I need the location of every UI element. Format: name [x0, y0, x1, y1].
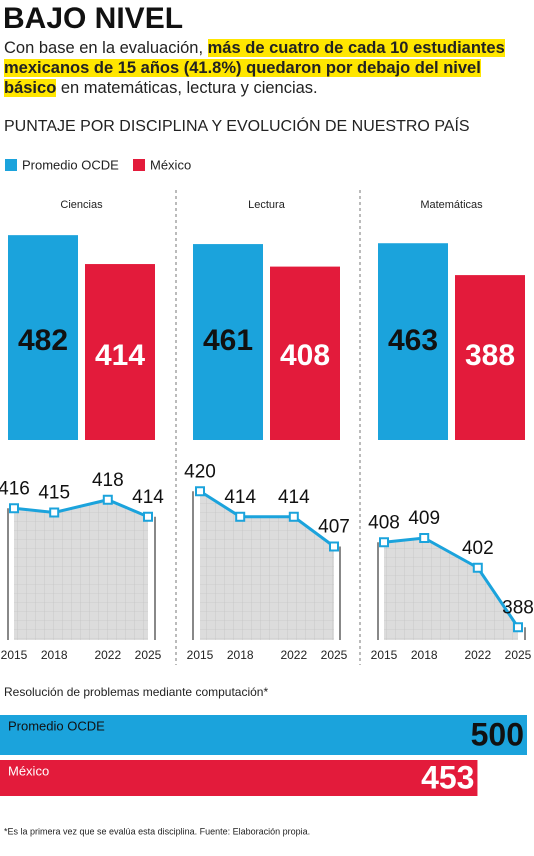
point [195, 486, 205, 497]
value-label: 414 [224, 487, 256, 508]
bar [8, 235, 78, 440]
x-tick-label: 2015 [1, 648, 28, 662]
value-label: 408 [368, 512, 400, 533]
x-tick-label: 2018 [411, 648, 438, 662]
bar [0, 715, 527, 755]
value-label: 402 [462, 538, 494, 559]
value-label: 409 [408, 508, 440, 529]
x-tick-label: 2025 [505, 648, 532, 662]
value-label: 408 [280, 339, 330, 372]
bar [378, 243, 448, 440]
value-label: 415 [38, 483, 70, 504]
chart-title: Resolución de problemas mediante computa… [4, 685, 268, 699]
bar [270, 266, 340, 440]
point [235, 511, 246, 522]
value-label: 418 [92, 470, 124, 491]
value-label: 500 [471, 716, 524, 752]
title: BAJO NIVEL [3, 2, 183, 35]
category-label: México [8, 763, 49, 778]
bar [455, 275, 525, 440]
point [288, 511, 299, 522]
point [419, 533, 430, 543]
bar [0, 760, 478, 796]
footnote: *Es la primera vez que se evalúa esta di… [4, 826, 310, 836]
value-label: 414 [278, 487, 310, 508]
bar [193, 244, 263, 440]
x-tick-label: 2018 [41, 648, 68, 662]
point [472, 562, 483, 573]
point [143, 511, 153, 522]
value-label: 420 [184, 461, 216, 482]
value-label: 388 [502, 597, 534, 618]
line [199, 489, 335, 548]
x-tick-label: 2022 [464, 648, 491, 662]
x-tick-label: 2022 [280, 648, 307, 662]
value-label: 416 [0, 478, 30, 499]
value-label: 482 [18, 324, 68, 357]
intro-text: en matemáticas, lectura y ciencias. [56, 79, 318, 97]
intro-text: Con base en la evaluación, [4, 39, 208, 57]
area [384, 538, 518, 640]
x-tick-label: 2015 [187, 648, 214, 662]
line [383, 536, 520, 629]
value-label: 414 [132, 487, 164, 508]
point [9, 503, 19, 514]
category-label: Promedio OCDE [8, 718, 105, 733]
area [200, 491, 334, 640]
value-label: 407 [318, 517, 350, 538]
point [513, 622, 523, 633]
category-label: Ciencias [60, 199, 103, 211]
point [49, 507, 60, 518]
x-tick-label: 2025 [135, 648, 162, 662]
legend-label: México [150, 157, 191, 172]
category-label: Matemáticas [420, 199, 483, 211]
value-label: 414 [95, 339, 145, 372]
x-tick-label: 2018 [227, 648, 254, 662]
legend-swatch [133, 159, 145, 171]
legend-label: Promedio OCDE [22, 157, 119, 172]
x-tick-label: 2015 [371, 648, 398, 662]
line [13, 498, 149, 519]
value-label: 461 [203, 324, 253, 357]
section-title: PUNTAJE POR DISCIPLINA Y EVOLUCIÓN DE NU… [4, 116, 470, 135]
value-label: 463 [388, 324, 438, 357]
intro: Con base en la evaluación, más de cuatro… [4, 38, 530, 98]
area [14, 499, 148, 640]
category-label: Lectura [248, 199, 286, 211]
point [329, 541, 339, 552]
x-tick-label: 2022 [94, 648, 121, 662]
value-label: 453 [421, 759, 474, 795]
point [102, 494, 113, 505]
legend-swatch [5, 159, 17, 171]
point [379, 537, 389, 548]
bar [85, 264, 155, 440]
value-label: 388 [465, 339, 515, 372]
x-tick-label: 2025 [321, 648, 348, 662]
